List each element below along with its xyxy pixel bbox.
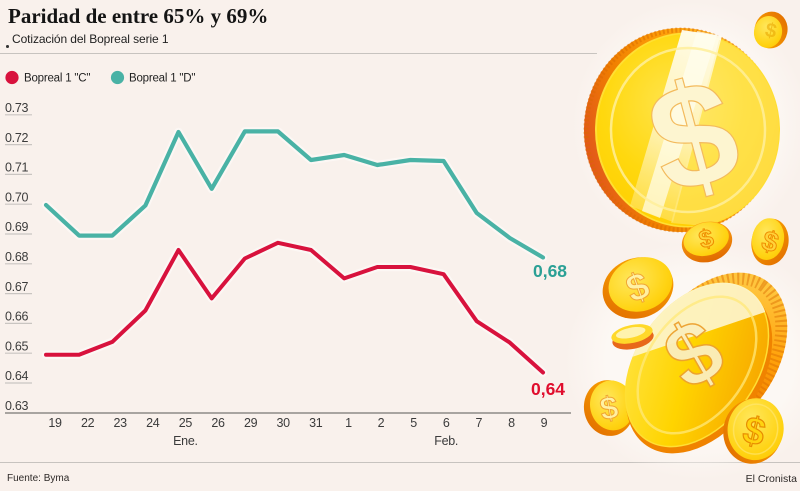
svg-text:Ene.: Ene. [173, 434, 198, 448]
svg-text:29: 29 [244, 416, 258, 430]
svg-text:0.71: 0.71 [5, 161, 28, 175]
svg-text:0.73: 0.73 [5, 101, 28, 115]
svg-text:2: 2 [378, 416, 385, 430]
svg-text:0.65: 0.65 [5, 339, 28, 353]
svg-text:0.67: 0.67 [5, 280, 28, 294]
svg-text:0.64: 0.64 [5, 369, 28, 383]
svg-text:0.69: 0.69 [5, 220, 28, 234]
svg-text:6: 6 [443, 416, 450, 430]
svg-text:0.68: 0.68 [5, 250, 28, 264]
svg-text:24: 24 [146, 416, 160, 430]
svg-text:0,68: 0,68 [533, 261, 567, 281]
svg-text:Bopreal 1 "C": Bopreal 1 "C" [24, 73, 90, 85]
svg-text:0,64: 0,64 [531, 379, 565, 399]
svg-text:0.70: 0.70 [5, 190, 28, 204]
svg-text:1: 1 [345, 416, 352, 430]
svg-text:31: 31 [309, 416, 323, 430]
svg-text:26: 26 [211, 416, 225, 430]
svg-text:Bopreal 1 "D": Bopreal 1 "D" [129, 73, 195, 85]
svg-text:0.66: 0.66 [5, 310, 28, 324]
svg-text:22: 22 [81, 416, 95, 430]
svg-text:Feb.: Feb. [434, 434, 458, 448]
svg-text:25: 25 [179, 416, 193, 430]
svg-text:0.63: 0.63 [5, 399, 28, 413]
svg-text:23: 23 [114, 416, 128, 430]
svg-text:30: 30 [277, 416, 291, 430]
svg-text:19: 19 [48, 416, 62, 430]
svg-text:9: 9 [541, 416, 548, 430]
svg-text:8: 8 [508, 416, 515, 430]
svg-text:5: 5 [410, 416, 417, 430]
svg-text:$: $ [763, 19, 778, 43]
svg-text:7: 7 [475, 416, 482, 430]
svg-text:0.72: 0.72 [5, 131, 28, 145]
